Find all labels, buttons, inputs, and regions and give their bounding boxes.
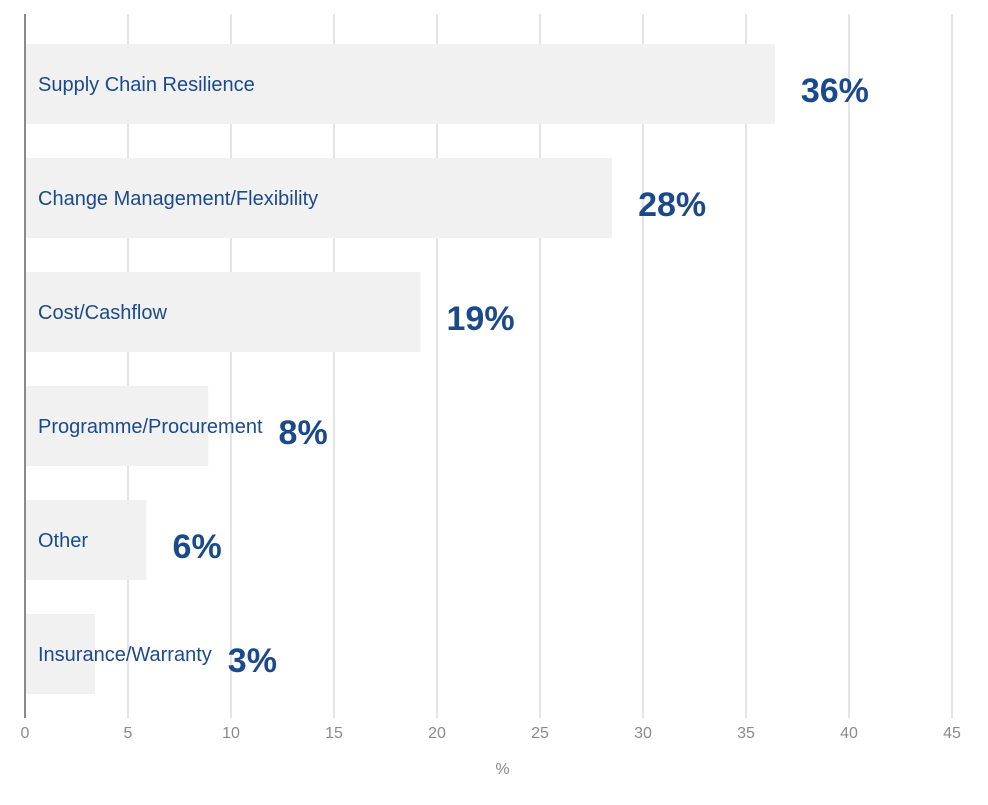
data-label: 6%: [173, 528, 222, 566]
bar: [25, 272, 421, 352]
category-label: Other: [38, 530, 88, 552]
data-label: 28%: [638, 186, 706, 224]
x-tick-label: 30: [634, 725, 652, 742]
x-tick-label: 20: [428, 725, 446, 742]
data-label: 3%: [228, 642, 277, 680]
bar: [25, 614, 96, 694]
data-label: 8%: [279, 414, 328, 452]
x-axis-label: %: [495, 761, 509, 778]
x-tick-label: 40: [840, 725, 858, 742]
x-tick-label: 10: [222, 725, 240, 742]
data-label: 19%: [447, 300, 515, 338]
x-tick-label: 25: [531, 725, 549, 742]
bar: [25, 158, 613, 238]
x-tick-label: 35: [737, 725, 755, 742]
data-label: 36%: [801, 72, 869, 110]
bars: Supply Chain Resilience 36% Change Managem…: [25, 44, 869, 694]
bar: [25, 500, 147, 580]
bar: [25, 386, 209, 466]
x-tick-label: 15: [325, 725, 343, 742]
x-tick-label: 5: [124, 725, 133, 742]
category-label: Insurance/Warranty: [38, 644, 212, 666]
x-tick-label: 0: [21, 725, 30, 742]
bar: [25, 44, 775, 124]
category-label: Change Management/Flexibility: [38, 188, 318, 210]
category-label: Programme/Procurement: [38, 416, 263, 438]
category-label: Supply Chain Resilience: [38, 74, 255, 96]
x-axis-ticks: 0 5 10 15 20 25 30 35 40 45: [21, 725, 961, 742]
grid-lines: [127, 14, 953, 718]
category-label: Cost/Cashflow: [38, 302, 167, 324]
x-tick-label: 45: [943, 725, 961, 742]
